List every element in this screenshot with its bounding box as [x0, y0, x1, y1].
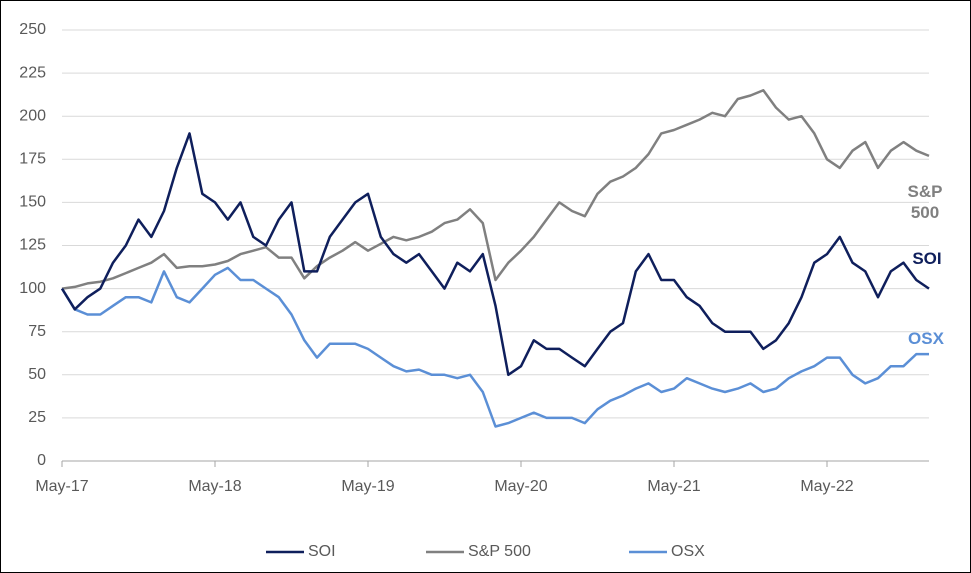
y-tick-label: 75 — [28, 323, 46, 340]
y-tick-label: 125 — [19, 237, 46, 254]
y-tick-label: 150 — [19, 194, 46, 211]
series-annotation: S&P 500 — [907, 182, 943, 222]
series-line — [60, 266, 929, 428]
series-line — [60, 132, 930, 377]
x-tick-label: May-17 — [35, 478, 88, 495]
y-tick-label: 50 — [28, 366, 46, 383]
legend-label: S&P 500 — [468, 543, 531, 560]
x-tick-label: May-20 — [494, 478, 547, 495]
x-tick-label: May-18 — [188, 478, 241, 495]
x-tick-label: May-19 — [341, 478, 394, 495]
y-tick-label: 25 — [28, 409, 46, 426]
y-tick-label: 200 — [19, 107, 46, 124]
x-tick-label: May-21 — [647, 478, 700, 495]
legend-label: SOI — [308, 543, 336, 560]
y-tick-label: 250 — [19, 21, 46, 38]
series-annotation: SOI — [912, 249, 942, 268]
y-tick-label: 175 — [19, 151, 46, 168]
y-tick-label: 100 — [19, 280, 46, 297]
y-tick-label: 0 — [37, 452, 46, 469]
series-line — [61, 89, 930, 290]
y-tick-label: 225 — [19, 64, 46, 81]
x-tick-label: May-22 — [800, 478, 853, 495]
legend-label: OSX — [671, 543, 705, 560]
series-annotation: OSX — [908, 329, 944, 348]
